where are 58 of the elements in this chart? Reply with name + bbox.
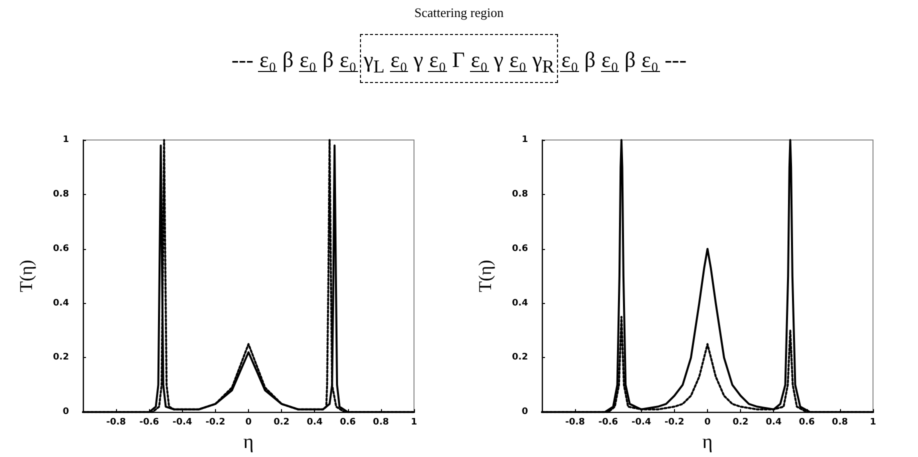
x-tick-label: 1	[870, 418, 876, 428]
text: Scattering region	[413, 5, 505, 21]
text: ε₀	[258, 47, 278, 72]
x-tick-label: -0.2	[664, 418, 684, 428]
text: ε₀	[470, 47, 489, 72]
text: ε₀	[298, 47, 318, 72]
y-axis-title: T(η)	[475, 260, 495, 292]
text: β	[281, 47, 295, 72]
text: ---	[230, 47, 254, 72]
text: ε₀	[560, 47, 580, 72]
y-tick-label: 1	[522, 135, 528, 145]
text: β	[623, 47, 637, 72]
text: ---	[664, 47, 688, 72]
x-axis-title: η	[702, 431, 713, 453]
x-tick-label: -0.4	[631, 418, 652, 428]
x-tick-label: 1	[410, 418, 418, 428]
text: ε₀	[428, 47, 448, 72]
x-tick-label: 0.8	[372, 418, 389, 428]
y-tick-label: 0.6	[512, 244, 528, 254]
x-tick-label: -0.6	[598, 418, 618, 428]
text: Γ	[451, 47, 466, 72]
y-tick-label: 0.2	[53, 352, 69, 363]
y-axis-title: T(η)	[16, 260, 36, 292]
y-tick-label: 0.4	[53, 298, 69, 308]
text: β	[321, 47, 335, 72]
text: γ	[492, 47, 504, 72]
y-tick-label: 0.8	[512, 189, 528, 200]
text: ε₀	[338, 47, 358, 72]
y-tick-label: 0	[62, 407, 69, 418]
x-tick-label: -0.8	[106, 418, 126, 428]
y-tick-label: 0.4	[512, 298, 528, 308]
x-tick-label: 0	[704, 418, 711, 428]
x-tick-label: 0.6	[798, 418, 815, 428]
x-tick-label: -0.6	[139, 418, 160, 428]
text: γ	[412, 47, 424, 72]
y-tick-label: 0.2	[512, 352, 528, 363]
x-tick-label: 0.8	[832, 418, 848, 428]
text: γ$_{L}$	[362, 47, 386, 76]
text: β	[583, 47, 597, 72]
text: ε₀	[600, 47, 620, 72]
x-tick-label: 0.2	[732, 418, 749, 428]
x-tick-label: 0.2	[274, 418, 290, 428]
x-tick-label: -0.8	[565, 418, 585, 428]
x-tick-label: -0.2	[206, 418, 226, 428]
text: γ$_{R}$	[531, 47, 556, 76]
y-tick-label: 0.6	[53, 244, 69, 254]
x-axis-title: η	[243, 431, 254, 453]
text: ε₀	[640, 47, 660, 72]
x-tick-label: 0.4	[766, 418, 782, 428]
y-tick-label: 0.8	[53, 189, 69, 200]
x-tick-label: 0.6	[340, 418, 356, 428]
text: ε₀	[390, 47, 408, 72]
x-tick-label: 0	[245, 418, 252, 428]
y-tick-label: 0	[522, 407, 528, 418]
x-tick-label: 0.4	[306, 418, 323, 428]
text: ε₀	[508, 47, 528, 72]
y-tick-label: 1	[62, 135, 69, 145]
x-tick-label: -0.4	[172, 418, 192, 428]
